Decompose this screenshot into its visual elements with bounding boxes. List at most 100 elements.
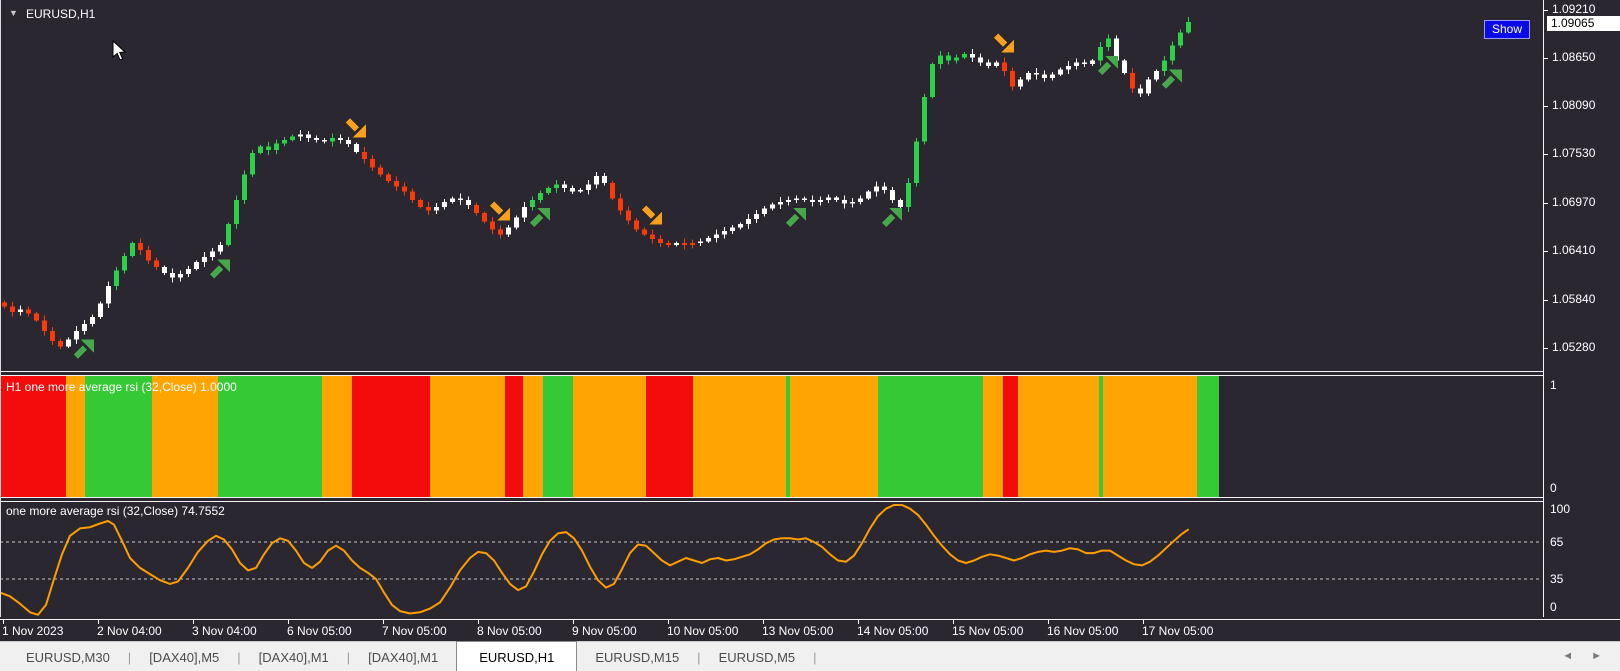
price-tick-mark <box>1543 58 1548 59</box>
panel-separator[interactable] <box>0 371 1543 376</box>
tab-separator-icon: | <box>127 649 132 665</box>
time-axis[interactable]: 1 Nov 2023 2 Nov 04:00 3 Nov 04:00 6 Nov 05… <box>0 620 1620 641</box>
time-tick-mark <box>858 620 859 624</box>
time-axis-label: 2 Nov 04:00 <box>97 624 162 638</box>
tab-separator-icon: | <box>346 649 351 665</box>
candlestick-canvas[interactable] <box>0 2 1543 371</box>
indicator-scale-label: 1 <box>1550 378 1557 392</box>
tab-separator-icon: | <box>813 649 817 665</box>
rsi-label: one more average rsi (32,Close) 74.7552 <box>6 504 225 518</box>
indicator-bar-segment <box>152 376 218 497</box>
indicator-scale-label: 35 <box>1550 572 1564 586</box>
time-tick-mark <box>478 620 479 624</box>
sell-arrow-icon <box>993 33 1014 53</box>
show-button[interactable]: Show <box>1484 20 1531 39</box>
indicator-bar-segment <box>1099 376 1103 497</box>
indicator-bar-segment <box>790 376 878 497</box>
rsi-canvas[interactable] <box>0 502 1543 619</box>
time-tick-mark <box>953 620 954 624</box>
time-axis-label: 15 Nov 05:00 <box>952 624 1024 638</box>
tab-separator-icon: | <box>237 649 241 665</box>
indicator-bar-segment <box>505 376 523 497</box>
time-axis-label: 14 Nov 05:00 <box>857 624 929 638</box>
symbol-label: EURUSD,H1 <box>26 7 96 21</box>
price-tick-label: 1.08090 <box>1552 98 1596 112</box>
indicator-bar-segment <box>218 376 322 497</box>
time-axis-label: 9 Nov 05:00 <box>572 624 637 638</box>
time-tick-mark <box>1143 620 1144 624</box>
time-axis-label: 13 Nov 05:00 <box>762 624 834 638</box>
indicator-bar-segment <box>1197 376 1219 497</box>
tab-eurusd-m5[interactable]: EURUSD,M5 <box>718 649 796 665</box>
time-axis-label: 1 Nov 2023 <box>2 624 64 638</box>
tab-scroll-left-icon[interactable]: ◄ <box>1562 650 1574 662</box>
price-tick-label: 1.07530 <box>1552 146 1596 160</box>
sell-arrow-icon <box>345 118 366 138</box>
tab-nav: ◄ ► <box>1562 641 1602 671</box>
price-tick-label: 1.05280 <box>1552 340 1596 354</box>
indicator-bar-segment <box>693 376 786 497</box>
symbol-dropdown-icon[interactable]: ▼ <box>9 8 18 18</box>
sell-arrow-icon <box>641 205 662 225</box>
indicator-bar-segment <box>878 376 983 497</box>
price-tick-label: 1.09210 <box>1552 2 1596 16</box>
indicator-bar-panel[interactable] <box>0 376 1543 497</box>
time-tick-mark <box>3 620 4 624</box>
rsi-panel[interactable] <box>0 502 1543 619</box>
price-tick-mark <box>1543 348 1548 349</box>
indicator-bar-segment <box>573 376 646 497</box>
main-chart-panel[interactable] <box>0 2 1543 371</box>
price-scale-border <box>1543 0 1544 617</box>
time-axis-label: 10 Nov 05:00 <box>667 624 739 638</box>
buy-arrow-icon <box>529 207 550 227</box>
indicator-bar-segment <box>352 376 430 497</box>
time-tick-mark <box>193 620 194 624</box>
time-tick-mark <box>98 620 99 624</box>
price-tick-label: 1.06970 <box>1552 195 1596 209</box>
time-axis-label: 3 Nov 04:00 <box>192 624 257 638</box>
price-tick-mark <box>1543 106 1548 107</box>
time-axis-label: 17 Nov 05:00 <box>1142 624 1214 638</box>
tab-eurusd-m30[interactable]: EURUSD,M30 <box>26 649 110 665</box>
indicator-bar-segment <box>1103 376 1197 497</box>
time-axis-label: 8 Nov 05:00 <box>477 624 542 638</box>
time-tick-mark <box>573 620 574 624</box>
current-price-tag: 1.09065 <box>1547 16 1620 31</box>
indicator-bar-label: H1 one more average rsi (32,Close) 1.000… <box>6 380 237 394</box>
tab-scroll-right-icon[interactable]: ► <box>1591 650 1602 662</box>
buy-arrow-icon <box>1097 55 1118 75</box>
tab--dax40-m1[interactable]: [DAX40],M1 <box>368 649 439 665</box>
tab--dax40-m5[interactable]: [DAX40],M5 <box>149 649 220 665</box>
buy-arrow-icon <box>881 207 902 227</box>
indicator-bar-segment <box>322 376 352 497</box>
tab-eurusd-h1[interactable]: EURUSD,H1 <box>456 641 578 671</box>
indicator-scale-label: 0 <box>1550 600 1557 614</box>
indicator-bar-segment <box>0 376 66 497</box>
price-tick-label: 1.08650 <box>1552 50 1596 64</box>
indicator-bar-segment <box>1003 376 1018 497</box>
indicator-bar-segment <box>85 376 152 497</box>
indicator-bar-segment <box>983 376 1003 497</box>
rsi-line <box>0 504 1189 616</box>
panel-separator[interactable] <box>0 497 1543 502</box>
indicator-scale-label: 100 <box>1550 502 1571 516</box>
indicator-bar-segment <box>1018 376 1099 497</box>
mouse-cursor-icon <box>112 40 127 61</box>
tab-bar-spacer <box>0 642 8 671</box>
tab-eurusd-m15[interactable]: EURUSD,M15 <box>595 649 680 665</box>
time-tick-mark <box>668 620 669 624</box>
indicator-bar-segment <box>543 376 573 497</box>
time-axis-label: 7 Nov 05:00 <box>382 624 447 638</box>
indicator-bar-segment <box>646 376 693 497</box>
buy-arrow-icon <box>1161 69 1182 89</box>
tab--dax40-m1[interactable]: [DAX40],M1 <box>258 649 329 665</box>
chart-tab-bar: EURUSD,M30 | [DAX40],M5 | [DAX40],M1 | [DAX40]… <box>0 641 1620 671</box>
time-tick-mark <box>288 620 289 624</box>
indicator-bar-segment <box>786 376 790 497</box>
sell-arrow-icon <box>489 201 510 221</box>
indicator-bar-segment <box>523 376 543 497</box>
indicator-bar-segment <box>430 376 505 497</box>
price-tick-mark <box>1543 203 1548 204</box>
price-tick-mark <box>1543 10 1548 11</box>
